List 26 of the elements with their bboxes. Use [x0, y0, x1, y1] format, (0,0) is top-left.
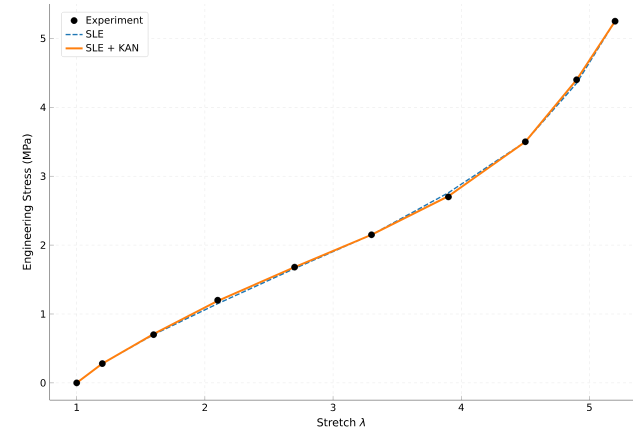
- point: [98, 360, 106, 368]
- x-tick-label: 5: [587, 404, 592, 412]
- y-axis-title: Engineering Stress (MPa): [22, 134, 34, 270]
- point: [214, 296, 222, 304]
- point: [368, 231, 375, 238]
- y-tick-label: 3: [40, 172, 46, 180]
- y-tick-label: 4: [40, 104, 46, 111]
- x-tick-label: 2: [202, 404, 208, 412]
- point: [445, 194, 452, 200]
- point: [573, 76, 580, 84]
- legend-label: Experiment: [86, 16, 143, 26]
- x-axis-title: Stretch λ: [317, 418, 365, 427]
- legend-label: SLE + KAN: [86, 44, 138, 52]
- point: [291, 264, 298, 271]
- point: [150, 331, 157, 338]
- legend-label: SLE: [86, 30, 104, 38]
- x-tick-label: 3: [330, 404, 336, 412]
- y-tick-label: 2: [40, 241, 46, 249]
- point: [73, 380, 80, 386]
- y-tick-label: 0: [40, 379, 46, 387]
- y-tick-label: 1: [41, 310, 46, 318]
- point: [522, 138, 529, 146]
- x-tick-label: 1: [74, 404, 79, 411]
- x-tick-label: 4: [458, 404, 464, 411]
- y-tick-label: 5: [40, 34, 46, 42]
- point: [612, 18, 618, 25]
